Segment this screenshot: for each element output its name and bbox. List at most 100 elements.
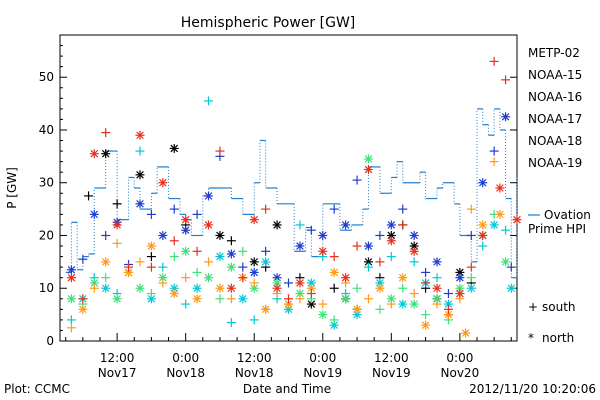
data-point-north: NOAA-19 [66, 273, 76, 283]
data-point-north: NOAA-16 [146, 294, 156, 304]
legend-south-symbol: + [528, 300, 538, 314]
data-point-north: NOAA-17 [341, 294, 351, 304]
data-point-south: NOAA-15 [398, 204, 408, 214]
data-point-south: NOAA-15 [329, 204, 339, 214]
marker-stroke [204, 221, 213, 229]
data-point-south: NOAA-18 [89, 283, 99, 293]
data-point-north: METP-02 [272, 220, 282, 230]
data-point-south: NOAA-19 [421, 278, 431, 288]
data-point-south: NOAA-15 [238, 262, 248, 272]
data-point-north: NOAA-18 [329, 267, 339, 277]
data-point-north: NOAA-15 [226, 249, 236, 259]
data-point-south: NOAA-17 [146, 289, 156, 299]
marker-stroke [227, 250, 236, 258]
data-point-south: NOAA-17 [169, 252, 179, 262]
legend-metp-02: METP-02 [528, 46, 580, 60]
data-point-south: NOAA-19 [352, 241, 362, 251]
marker-stroke [204, 192, 213, 200]
marker-stroke [490, 221, 498, 229]
marker-stroke [181, 226, 190, 235]
data-point-north: NOAA-19 [455, 289, 465, 299]
legend-noaa-15: NOAA-15 [528, 68, 582, 82]
marker-stroke [410, 300, 418, 308]
y-tick-label: 20 [39, 228, 54, 242]
marker-stroke [136, 131, 144, 140]
data-point-north: NOAA-19 [181, 215, 191, 225]
data-point-north: NOAA-19 [495, 183, 505, 193]
marker-stroke [159, 178, 167, 187]
data-point-north: NOAA-16 [489, 220, 499, 230]
marker-stroke [433, 284, 441, 293]
data-point-north: METP-02 [306, 299, 316, 309]
marker-stroke [318, 247, 327, 256]
y-tick-label: 50 [39, 70, 54, 84]
x-tick-day-label: Nov19 [303, 366, 342, 380]
marker-stroke [216, 231, 224, 240]
data-point-north: NOAA-19 [158, 178, 168, 188]
data-point-south: NOAA-17 [215, 294, 225, 304]
data-point-south: NOAA-15 [421, 267, 431, 277]
data-point-north: NOAA-19 [89, 149, 99, 159]
data-point-north: NOAA-18 [352, 304, 362, 314]
data-point-south: NOAA-18 [466, 204, 476, 214]
data-point-north: NOAA-17 [318, 310, 328, 320]
marker-stroke [113, 294, 121, 303]
data-point-north: NOAA-16 [215, 252, 225, 262]
data-point-north: NOAA-18 [78, 304, 88, 314]
marker-stroke [124, 268, 133, 277]
marker-stroke [433, 294, 441, 303]
data-points: METP-02METP-02METP-02METP-02METP-02METP-… [66, 56, 522, 338]
data-point-south: NOAA-17 [375, 304, 385, 314]
data-point-north: NOAA-15 [318, 230, 328, 240]
x-tick-day-label: Nov18 [166, 366, 205, 380]
data-point-south: NOAA-18 [204, 257, 214, 267]
data-point-south: NOAA-17 [421, 310, 431, 320]
marker-stroke [318, 310, 327, 319]
data-point-north: NOAA-17 [363, 154, 373, 164]
marker-stroke [513, 215, 521, 224]
marker-stroke [398, 273, 407, 282]
data-point-south: NOAA-15 [443, 289, 453, 299]
data-point-south: NOAA-17 [398, 283, 408, 293]
data-point-south: NOAA-18 [409, 289, 419, 299]
data-point-south: NOAA-19 [501, 75, 511, 85]
marker-stroke [250, 215, 259, 224]
data-point-south: METP-02 [329, 283, 339, 293]
marker-stroke [456, 289, 464, 298]
data-point-north: NOAA-16 [238, 294, 248, 304]
data-point-south: NOAA-19 [329, 252, 339, 262]
x-tick-time-label: 12:00 [374, 351, 409, 365]
x-tick-day-label: Nov20 [441, 366, 480, 380]
marker-stroke [250, 258, 259, 266]
marker-stroke [261, 258, 270, 266]
marker-stroke [181, 215, 190, 224]
data-point-south: NOAA-16 [135, 146, 145, 156]
marker-stroke [216, 252, 224, 261]
marker-stroke [364, 155, 373, 163]
marker-stroke [410, 247, 418, 256]
marker-stroke [227, 284, 236, 293]
marker-stroke [101, 284, 110, 293]
data-point-south: NOAA-19 [375, 257, 385, 267]
x-tick-time-label: 12:00 [237, 351, 272, 365]
marker-stroke [307, 284, 316, 293]
data-point-north: NOAA-19 [249, 215, 259, 225]
marker-stroke [478, 178, 487, 187]
marker-stroke [239, 294, 247, 303]
data-point-north: NOAA-15 [341, 220, 351, 230]
data-point-north: NOAA-17 [409, 299, 419, 309]
data-point-south: NOAA-19 [398, 220, 408, 230]
data-point-south: NOAA-15 [506, 262, 516, 272]
marker-stroke [250, 268, 259, 277]
data-point-south: NOAA-18 [432, 299, 442, 309]
marker-stroke [387, 294, 396, 303]
data-point-south: NOAA-19 [101, 128, 111, 138]
data-point-north: NOAA-18 [495, 209, 505, 219]
data-point-north: METP-02 [169, 143, 179, 153]
marker-stroke [136, 171, 144, 179]
data-point-north: NOAA-19 [318, 246, 328, 256]
data-point-south: NOAA-16 [226, 318, 236, 328]
data-point-south: NOAA-19 [306, 289, 316, 299]
data-point-north: NOAA-19 [204, 220, 214, 230]
